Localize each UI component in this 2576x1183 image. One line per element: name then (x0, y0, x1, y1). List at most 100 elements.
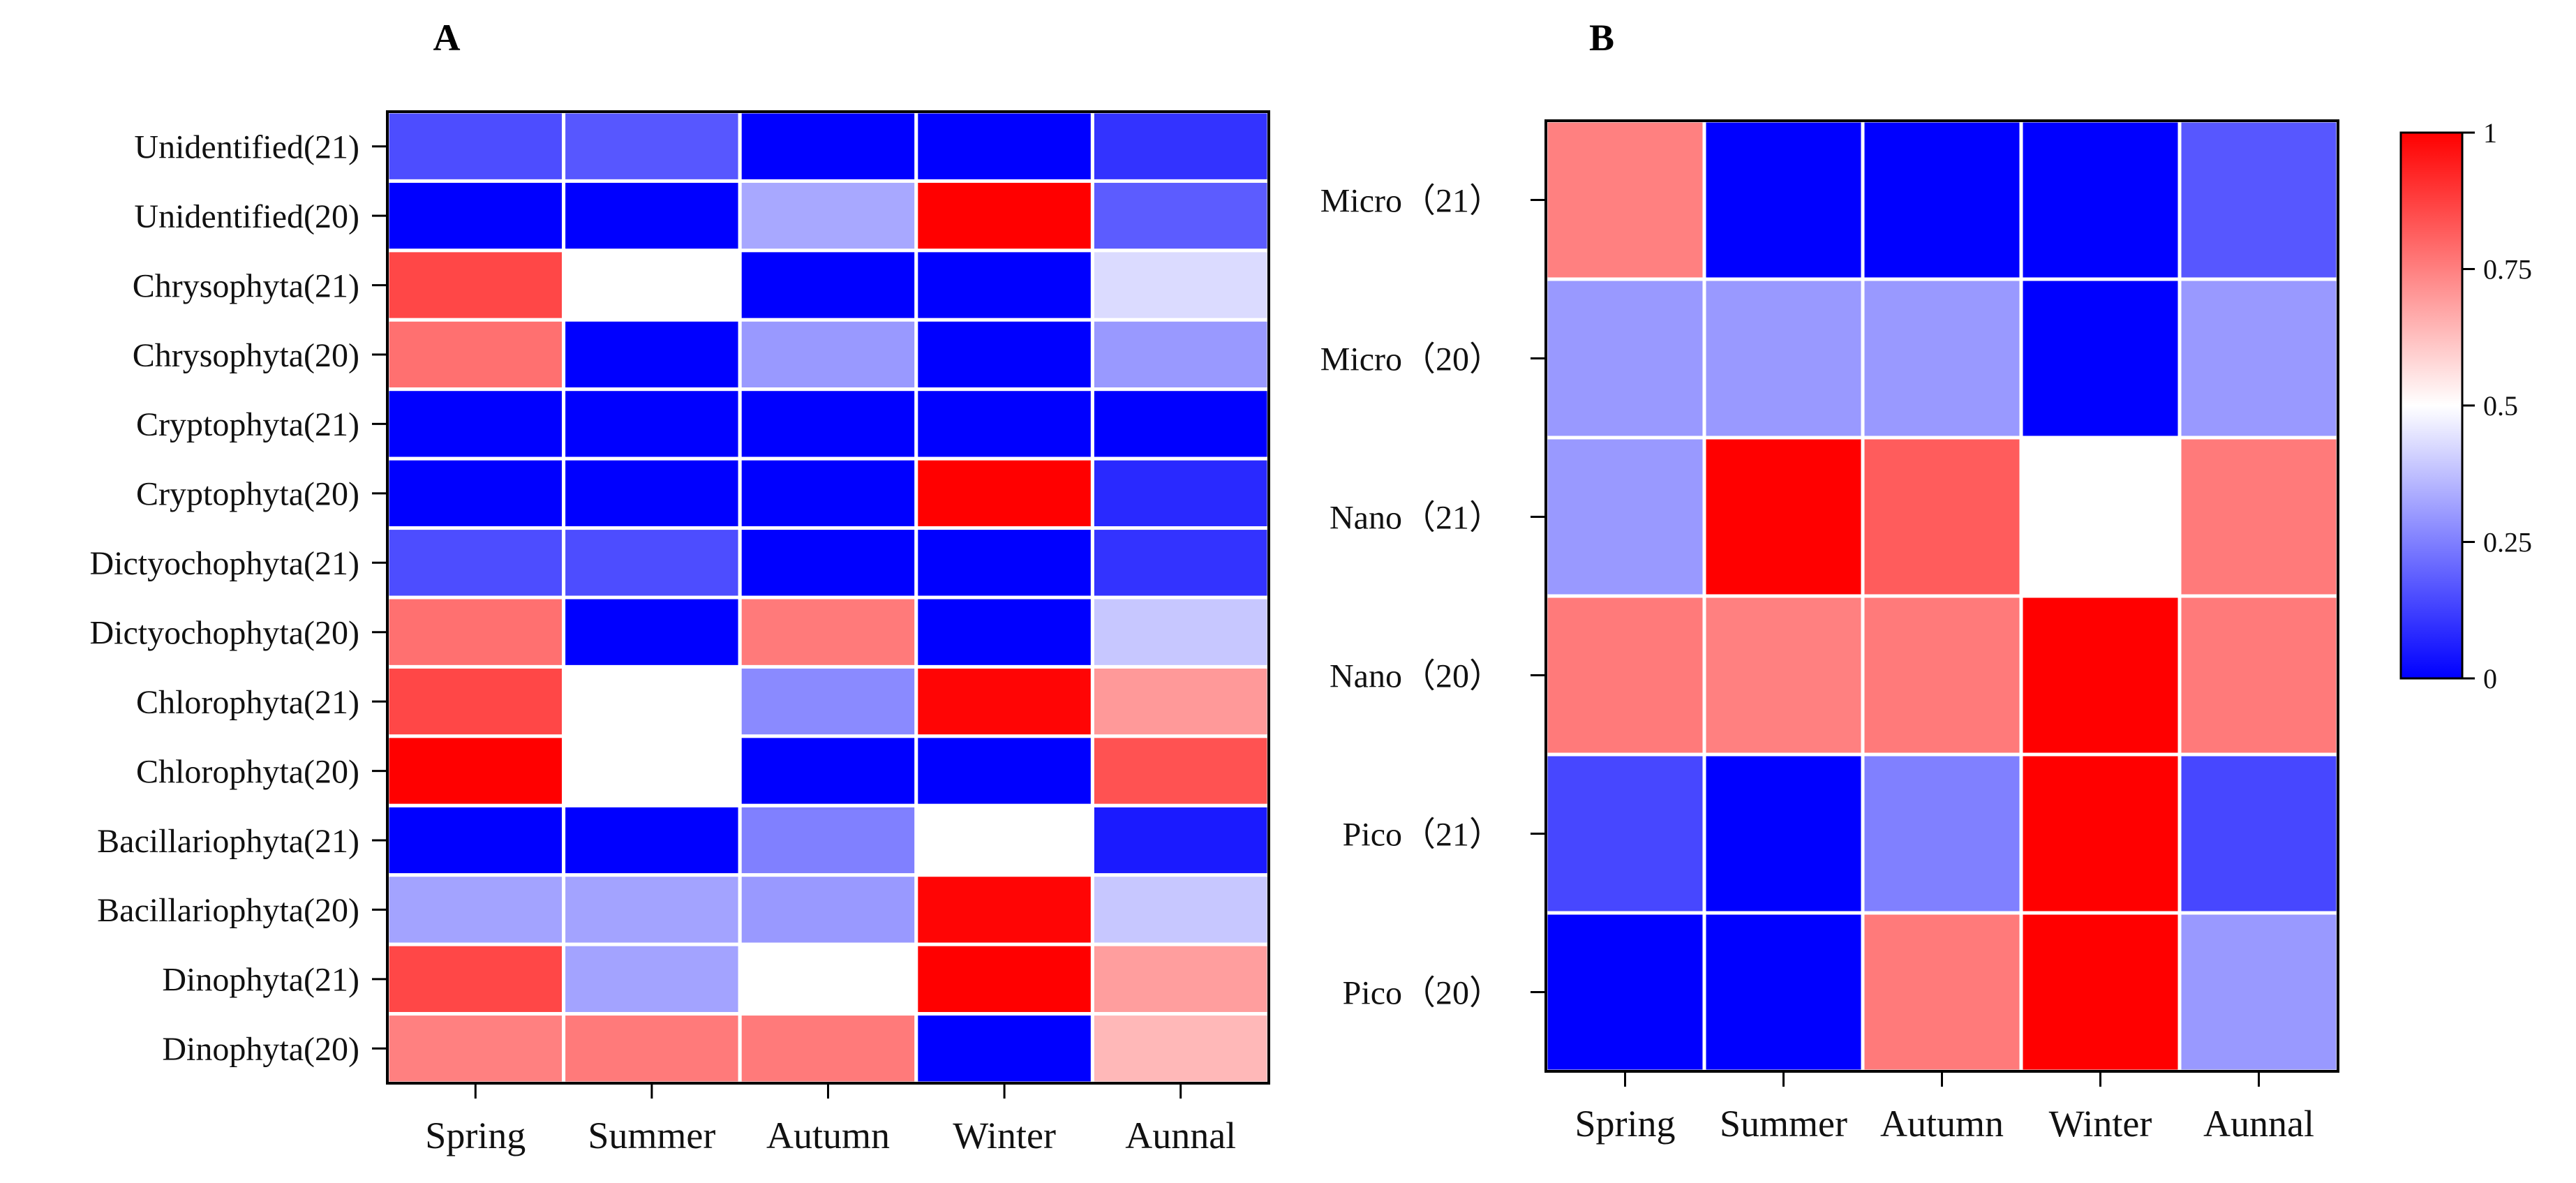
heatmap-b-col-label: Summer (1720, 1103, 1847, 1145)
heatmap-a-cell-r11-c0 (385, 873, 566, 946)
heatmap-a-cell-r4-c0 (385, 387, 566, 461)
heatmap-a-cell-r12-c4 (1090, 942, 1271, 1016)
heatmap-a-cell-r1-c1 (562, 179, 742, 253)
heatmap-a-cell-r8-c3 (914, 664, 1094, 738)
heatmap-b-row-label: Pico（20） (1343, 974, 1503, 1011)
heatmap-b-cell-r2-c2 (1861, 436, 2023, 598)
heatmap-a-cell-r2-c2 (738, 248, 918, 322)
heatmap-b-cell-r2-c0 (1544, 436, 1706, 598)
heatmap-a-cell-r2-c1 (562, 248, 742, 322)
heatmap-a-col-label: Summer (588, 1115, 715, 1156)
heatmap-b-cell-r3-c3 (2019, 594, 2182, 757)
heatmap-a-col-label: Autumn (766, 1115, 890, 1156)
heatmap-b-col-label: Autumn (1880, 1103, 2004, 1145)
colorbar-tick-label: 0 (2483, 663, 2497, 694)
heatmap-a-cell-r9-c0 (385, 734, 566, 808)
heatmap-a: Unidentified(21) Unidentified(20) Chrysoph… (89, 110, 1271, 1156)
heatmap-a-col-label: Aunnal (1125, 1115, 1236, 1156)
heatmap-b-cell-r1-c2 (1861, 277, 2023, 440)
heatmap-a-cell-r5-c2 (738, 456, 918, 530)
heatmap-b-row-label: Pico（21） (1343, 816, 1503, 853)
heatmap-a-row-label: Unidentified(21) (134, 129, 359, 166)
heatmap-b-cell-r0-c4 (2177, 119, 2340, 281)
heatmap-b-cell-r1-c0 (1544, 277, 1706, 440)
heatmap-a-cell-r1-c3 (914, 179, 1094, 253)
heatmap-a-cell-r3-c4 (1090, 318, 1271, 392)
heatmap-a-row-label: Chlorophyta(21) (136, 684, 359, 721)
heatmap-a-cell-r11-c4 (1090, 873, 1271, 946)
heatmap-a-cell-r9-c4 (1090, 734, 1271, 808)
heatmap-a-cell-r0-c4 (1090, 110, 1271, 183)
heatmap-a-cell-r5-c0 (385, 456, 566, 530)
heatmap-a-row-label: Cryptophyta(21) (136, 406, 359, 443)
heatmap-a-cell-r0-c2 (738, 110, 918, 183)
heatmap-a-cell-r12-c0 (385, 942, 566, 1016)
heatmap-a-cell-r8-c2 (738, 664, 918, 738)
heatmap-b-cell-r5-c0 (1544, 911, 1706, 1073)
heatmap-b-row-label: Micro（20） (1320, 341, 1503, 378)
heatmap-a-cell-r9-c3 (914, 734, 1094, 808)
colorbar-tick-label: 0.75 (2483, 254, 2532, 285)
heatmap-a-row-label: Dinophyta(20) (162, 1031, 359, 1068)
heatmap-b-cell-r4-c2 (1861, 752, 2023, 915)
heatmap-a-cell-r13-c2 (738, 1012, 918, 1085)
heatmap-a-cell-r7-c0 (385, 595, 566, 669)
heatmap-a-cell-r8-c0 (385, 664, 566, 738)
heatmap-b-cell-r0-c2 (1861, 119, 2023, 281)
heatmap-b-cell-r5-c3 (2019, 911, 2182, 1073)
heatmap-a-cell-r10-c2 (738, 803, 918, 877)
colorbar: 0 0.25 0.5 0.75 1 (2399, 117, 2532, 694)
heatmap-a-cell-r6-c3 (914, 526, 1094, 600)
heatmap-b-col-label: Aunnal (2203, 1103, 2314, 1145)
heatmap-a-cell-r10-c3 (914, 803, 1094, 877)
colorbar-gradient (2399, 131, 2464, 680)
colorbar-tick-label: 0.5 (2483, 390, 2518, 422)
heatmap-a-cell-r0-c3 (914, 110, 1094, 183)
heatmap-b-cell-r4-c1 (1702, 752, 1865, 915)
heatmap-b: Micro（21） Micro（20） Nano（21） Nano（20） Pico（2… (1320, 119, 2340, 1145)
heatmap-a-col-label: Spring (425, 1115, 526, 1156)
heatmap-a-cell-r10-c1 (562, 803, 742, 877)
heatmap-a-cell-r13-c1 (562, 1012, 742, 1085)
heatmap-a-cell-r5-c4 (1090, 456, 1271, 530)
heatmap-b-cell-r3-c2 (1861, 594, 2023, 757)
heatmap-a-cell-r12-c3 (914, 942, 1094, 1016)
heatmap-b-cell-r2-c4 (2177, 436, 2340, 598)
heatmap-a-row-label: Dictyochophyta(20) (89, 615, 359, 652)
heatmap-a-col-label: Winter (953, 1115, 1056, 1156)
heatmap-a-cell-r10-c0 (385, 803, 566, 877)
heatmap-a-row-label: Unidentified(20) (134, 198, 359, 235)
heatmap-a-cell-r7-c1 (562, 595, 742, 669)
heatmap-b-cell-r5-c1 (1702, 911, 1865, 1073)
heatmap-a-row-label: Chlorophyta(20) (136, 753, 359, 790)
heatmap-b-cell-r4-c0 (1544, 752, 1706, 915)
heatmap-b-col-label: Winter (2049, 1103, 2152, 1145)
heatmap-a-cell-r8-c4 (1090, 664, 1271, 738)
heatmap-b-cell-r0-c0 (1544, 119, 1706, 281)
panel-b-title: B (1589, 17, 1614, 59)
heatmap-a-cell-r2-c3 (914, 248, 1094, 322)
heatmap-a-cell-r1-c4 (1090, 179, 1271, 253)
heatmap-b-row-label: Nano（21） (1330, 499, 1503, 536)
heatmap-a-cell-r11-c3 (914, 873, 1094, 946)
heatmap-a-row-label: Dictyochophyta(21) (89, 545, 359, 582)
heatmap-a-cell-r6-c1 (562, 526, 742, 600)
heatmap-b-cell-r1-c3 (2019, 277, 2182, 440)
colorbar-tick-label: 0.25 (2483, 527, 2532, 558)
heatmap-a-cell-r7-c3 (914, 595, 1094, 669)
heatmap-a-cell-r3-c3 (914, 318, 1094, 392)
heatmap-a-row-label: Cryptophyta(20) (136, 476, 359, 513)
heatmap-b-cell-r2-c3 (2019, 436, 2182, 598)
heatmap-a-cell-r13-c3 (914, 1012, 1094, 1085)
heatmap-a-cell-r4-c3 (914, 387, 1094, 461)
heatmap-a-cell-r3-c0 (385, 318, 566, 392)
heatmap-a-cell-r4-c4 (1090, 387, 1271, 461)
heatmap-b-cell-r1-c4 (2177, 277, 2340, 440)
heatmap-a-row-label: Bacillariophyta(20) (97, 892, 359, 929)
heatmap-b-cell-r1-c1 (1702, 277, 1865, 440)
heatmap-b-cell-r3-c4 (2177, 594, 2340, 757)
heatmap-b-cell-r0-c1 (1702, 119, 1865, 281)
heatmap-a-cell-r0-c1 (562, 110, 742, 183)
heatmap-a-cell-r12-c2 (738, 942, 918, 1016)
